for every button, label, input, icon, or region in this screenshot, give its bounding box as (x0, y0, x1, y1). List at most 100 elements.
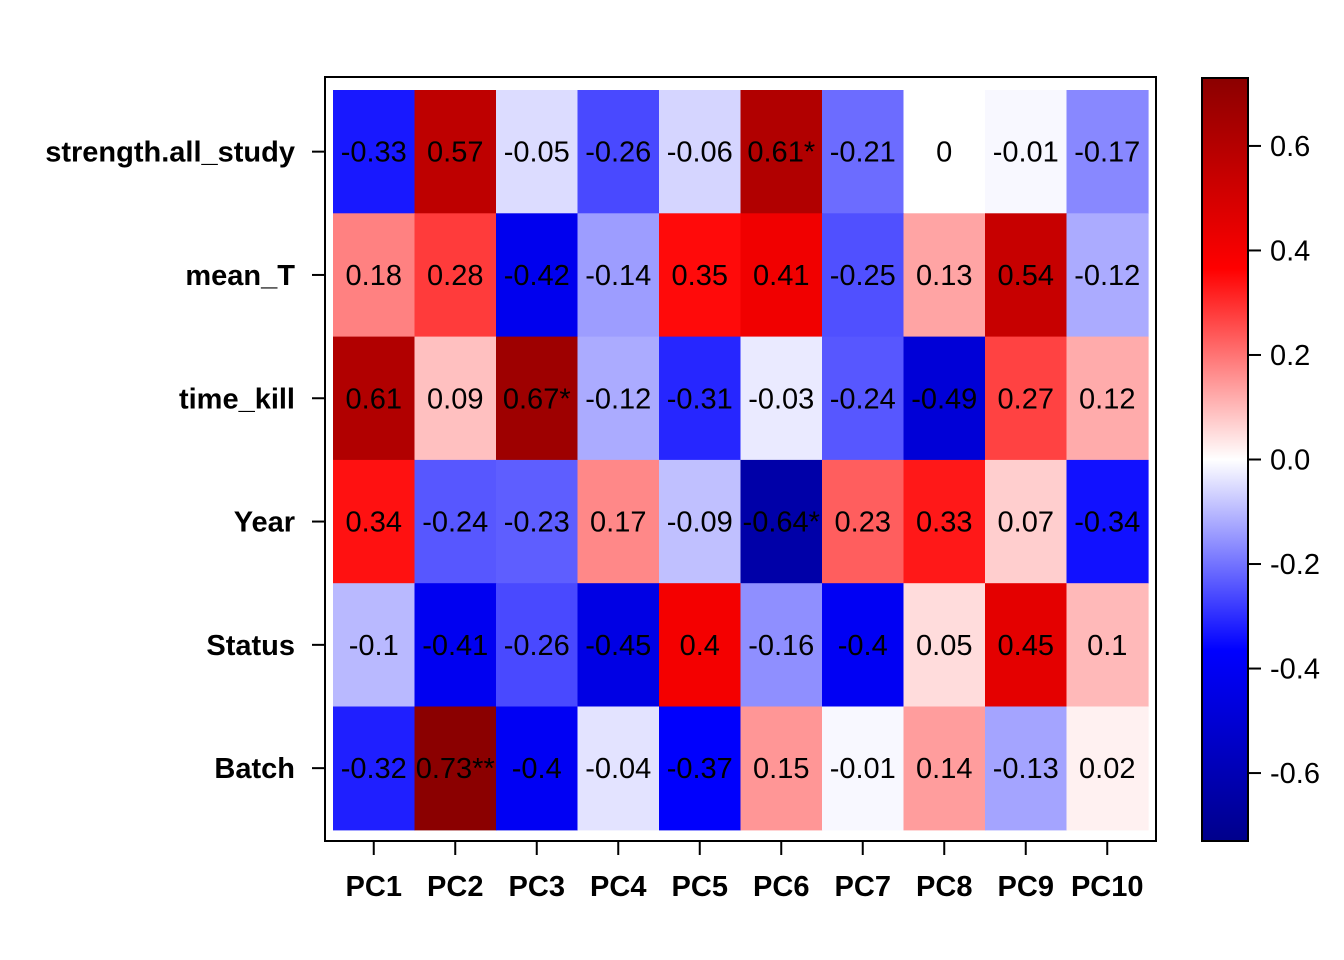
heatmap-cell (985, 706, 1068, 831)
heatmap-cell (333, 90, 416, 214)
cell-value-label: -0.23 (504, 507, 570, 539)
col-label: PC2 (427, 871, 483, 903)
cell-value-label: -0.1 (349, 630, 399, 662)
cell-value-label: 0.61 (346, 383, 402, 415)
cell-value-label: -0.64* (743, 507, 820, 539)
cell-value-label: 0.57 (427, 137, 483, 169)
colorbar-tick-label: 0.2 (1270, 340, 1310, 372)
cell-value-label: 0.15 (753, 753, 809, 785)
cell-value-label: 0 (936, 137, 952, 169)
cell-value-label: 0.23 (835, 507, 891, 539)
cell-value-label: 0.33 (916, 507, 972, 539)
cell-value-label: -0.21 (830, 137, 896, 169)
colorbar-tick-label: 0.4 (1270, 235, 1310, 267)
row-label: Batch (214, 753, 295, 785)
cell-value-label: 0.07 (998, 507, 1054, 539)
heatmap-cell (333, 336, 416, 461)
colorbar-tick-label: 0.6 (1270, 131, 1310, 163)
heatmap-cell (1066, 583, 1149, 708)
row-label: Status (206, 630, 295, 662)
heatmap-cell (822, 459, 905, 584)
colorbar-tick-label: -0.2 (1270, 549, 1320, 581)
heatmap-cell (740, 90, 823, 214)
heatmap-cell (496, 706, 579, 831)
heatmap-cell (1066, 706, 1149, 831)
heatmap-cell (414, 213, 497, 338)
heatmap-cell (985, 583, 1068, 708)
heatmap-cell (414, 336, 497, 461)
cell-labels: -0.33 0.57 -0.05 -0.26 -0.06 0.61* -0.21 0 -0.01… (341, 137, 1141, 786)
cell-value-label: 0.14 (916, 753, 972, 785)
col-label: PC9 (998, 871, 1054, 903)
col-label: PC10 (1071, 871, 1144, 903)
heatmap-cell (659, 706, 742, 831)
col-label: PC3 (509, 871, 565, 903)
col-label: PC6 (753, 871, 809, 903)
cell-value-label: -0.24 (422, 507, 488, 539)
heatmap-cell (903, 90, 986, 214)
heatmap-cell (1066, 213, 1149, 338)
heatmap-cell (496, 213, 579, 338)
heatmap-cell (822, 213, 905, 338)
cell-value-label: 0.1 (1087, 630, 1127, 662)
cell-value-label: 0.05 (916, 630, 972, 662)
cell-value-label: 0.12 (1079, 383, 1135, 415)
col-label: PC4 (590, 871, 646, 903)
cell-value-label: 0.4 (680, 630, 720, 662)
cell-value-label: -0.13 (993, 753, 1059, 785)
row-label: time_kill (179, 383, 295, 415)
cell-value-label: 0.54 (998, 260, 1054, 292)
heatmap-cell (414, 90, 497, 214)
cell-value-label: -0.33 (341, 137, 407, 169)
cell-value-label: 0.18 (346, 260, 402, 292)
cell-value-label: -0.49 (911, 383, 977, 415)
cell-value-label: -0.26 (585, 137, 651, 169)
heatmap-cell (985, 459, 1068, 584)
cell-value-label: -0.45 (585, 630, 651, 662)
heatmap-cell (985, 336, 1068, 461)
heatmap-cell (659, 90, 742, 214)
cell-value-label: -0.34 (1074, 507, 1140, 539)
cell-value-label: -0.04 (585, 753, 651, 785)
col-axis: PC1 PC2 PC3 PC4 PC5 PC6 PC7 PC8 PC9 PC10 (346, 841, 1144, 903)
cell-value-label: -0.14 (585, 260, 651, 292)
col-label: PC5 (672, 871, 728, 903)
heatmap-cell (333, 583, 416, 708)
heatmap-cell (903, 706, 986, 831)
plot-frame (324, 76, 1157, 842)
heatmap-cell (577, 583, 660, 708)
cell-value-label: -0.32 (341, 753, 407, 785)
colorbar-tick-label: -0.4 (1270, 654, 1320, 686)
row-label: Year (234, 507, 295, 539)
cell-value-label: -0.26 (504, 630, 570, 662)
cell-value-label: 0.13 (916, 260, 972, 292)
heatmap-cell (985, 213, 1068, 338)
heatmap-cell (659, 583, 742, 708)
heatmap-cell (577, 213, 660, 338)
row-axis: strength.all_study mean_T time_kill Year Sta… (45, 137, 325, 785)
col-label: PC8 (916, 871, 972, 903)
heatmap-cell (740, 336, 823, 461)
heatmap-cells (333, 90, 1149, 831)
cell-value-label: 0.17 (590, 507, 646, 539)
cell-value-label: -0.25 (830, 260, 896, 292)
heatmap-cell (822, 706, 905, 831)
heatmap-cell (659, 336, 742, 461)
cell-value-label: -0.42 (504, 260, 570, 292)
cell-value-label: 0.73** (416, 753, 495, 785)
cell-value-label: 0.09 (427, 383, 483, 415)
heatmap-cell (414, 583, 497, 708)
cell-value-label: -0.31 (667, 383, 733, 415)
colorbar-gradient (1202, 78, 1248, 841)
colorbar-tick-label: 0.0 (1270, 445, 1310, 477)
heatmap-cell (333, 706, 416, 831)
row-label: mean_T (185, 260, 295, 292)
heatmap-cell (1066, 90, 1149, 214)
cell-value-label: 0.67* (503, 383, 571, 415)
heatmap-cell (577, 90, 660, 214)
colorbar-tick-label: -0.6 (1270, 758, 1320, 790)
cell-value-label: -0.4 (838, 630, 888, 662)
cell-value-label: -0.12 (585, 383, 651, 415)
heatmap-cell (577, 706, 660, 831)
heatmap-cell (659, 459, 742, 584)
